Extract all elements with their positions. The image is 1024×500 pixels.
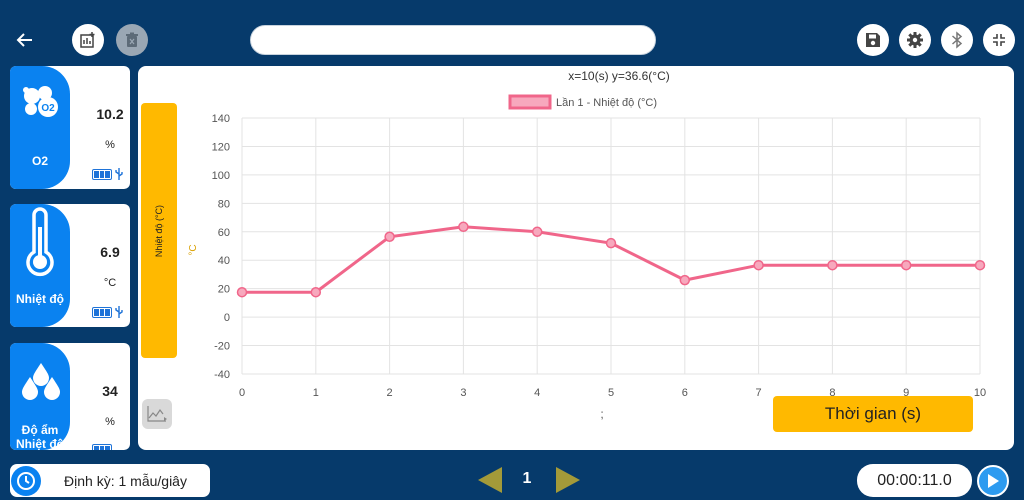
arrow-left-icon: [16, 33, 32, 47]
x-tick-label: 2: [387, 387, 393, 399]
sensor-card-o2[interactable]: O2 O2 10.2 %: [10, 66, 130, 189]
line-chart-icon: [147, 406, 167, 422]
previous-page-button[interactable]: [477, 466, 503, 499]
sensor-unit: °C: [103, 277, 117, 289]
sensor-value: 10.2: [96, 106, 124, 122]
x-axis-label: ;: [600, 407, 603, 421]
chart-title: x=10(s) y=36.6(°C): [568, 69, 670, 83]
x-tick-label: 0: [239, 387, 245, 399]
triangle-left-icon: [478, 467, 502, 493]
sensor-unit: %: [105, 416, 115, 428]
y-tick-label: 120: [212, 141, 230, 153]
trash-icon: [126, 32, 138, 47]
bluetooth-button[interactable]: [941, 24, 973, 56]
y-tick-label: 20: [218, 284, 230, 296]
data-point: [458, 221, 469, 233]
y-tick-label: 140: [212, 113, 230, 125]
data-point: [310, 286, 322, 298]
x-tick-label: 5: [608, 387, 614, 399]
oxygen-icon: O2: [23, 86, 58, 117]
y-tick-label: 60: [218, 227, 230, 239]
battery-icon: [92, 168, 112, 180]
battery-icon: [92, 444, 112, 450]
sampling-interval-button[interactable]: Định kỳ: 1 mẫu/giây: [10, 464, 210, 497]
svg-text:O2: O2: [41, 103, 55, 114]
x-tick-label: 3: [460, 387, 466, 399]
y-axis-select-label: Nhiệt độ (°C): [154, 204, 164, 257]
triangle-right-icon: [556, 467, 580, 493]
collapse-icon: [993, 34, 1005, 46]
sensor-unit: %: [105, 139, 115, 151]
settings-button[interactable]: [899, 24, 931, 56]
data-point: [753, 259, 764, 271]
save-button[interactable]: [857, 24, 889, 56]
x-tick-label: 4: [534, 387, 540, 399]
sensor-card-temperature[interactable]: Nhiệt độ 6.9 °C: [10, 204, 130, 327]
usb-icon: [115, 306, 123, 318]
sensor-card-humidity[interactable]: Độ ẩm Nhiệt độ 34 %: [10, 343, 130, 450]
clock-icon: [11, 465, 41, 496]
data-point: [531, 226, 543, 238]
x-tick-label: 9: [903, 387, 909, 399]
sensor-name: Nhiệt độ: [16, 292, 64, 306]
y-axis-select-button[interactable]: Nhiệt độ (°C): [141, 103, 177, 358]
legend-label: Lần 1 - Nhiệt độ (°C): [556, 97, 657, 109]
data-point: [679, 274, 691, 286]
y-tick-label: 40: [218, 255, 230, 267]
y-axis-label: °C: [188, 244, 199, 255]
y-tick-label: 0: [224, 312, 230, 324]
gear-icon: [907, 32, 923, 48]
data-point: [236, 286, 248, 298]
add-chart-button[interactable]: [72, 24, 104, 56]
legend-swatch: [508, 94, 552, 110]
sensor-name: O2: [31, 154, 48, 168]
y-tick-label: 100: [212, 170, 230, 182]
chart-type-button[interactable]: [142, 399, 172, 429]
y-tick-label: -20: [214, 341, 230, 353]
data-point: [384, 231, 395, 243]
play-icon: [988, 474, 999, 488]
data-point: [605, 237, 617, 249]
water-drops-icon: [22, 363, 60, 400]
y-tick-label: 80: [218, 198, 230, 210]
y-tick-label: -40: [214, 369, 230, 381]
line-chart: 140 120 100 80 60 40 20 0 -20 -40 0 1 2 3 4 5 6 7 8 9 10 x=10…: [188, 69, 986, 421]
battery-icon: [92, 306, 112, 318]
sensor-name: Độ ẩm Nhiệt độ: [16, 423, 64, 450]
x-tick-label: 10: [974, 387, 986, 399]
x-axis-select-button[interactable]: Thời gian (s): [773, 396, 973, 432]
play-button[interactable]: [977, 465, 1009, 497]
sampling-interval-label: Định kỳ: 1 mẫu/giây: [64, 472, 187, 489]
x-tick-label: 6: [682, 387, 688, 399]
sensor-value: 34: [102, 383, 118, 399]
next-page-button[interactable]: [555, 466, 581, 499]
save-icon: [866, 33, 880, 47]
page-number: 1: [522, 470, 532, 487]
delete-button[interactable]: [116, 24, 148, 56]
chart-panel: 140 120 100 80 60 40 20 0 -20 -40 0 1 2 3 4 5 6 7 8 9 10 x=10…: [138, 66, 1014, 450]
thermometer-icon: [26, 207, 54, 277]
data-point: [900, 259, 912, 271]
collapse-button[interactable]: [983, 24, 1015, 56]
data-point: [974, 259, 986, 271]
sensor-value: 6.9: [100, 244, 120, 260]
data-point: [827, 259, 838, 271]
x-tick-label: 7: [756, 387, 762, 399]
x-tick-label: 8: [829, 387, 835, 399]
x-tick-label: 1: [313, 387, 319, 399]
bluetooth-icon: [952, 31, 963, 49]
back-button[interactable]: [10, 26, 40, 54]
search-input[interactable]: [250, 25, 656, 55]
elapsed-timer: 00:00:11.0: [857, 464, 972, 497]
usb-icon: [115, 168, 123, 180]
add-chart-icon: [80, 32, 95, 48]
